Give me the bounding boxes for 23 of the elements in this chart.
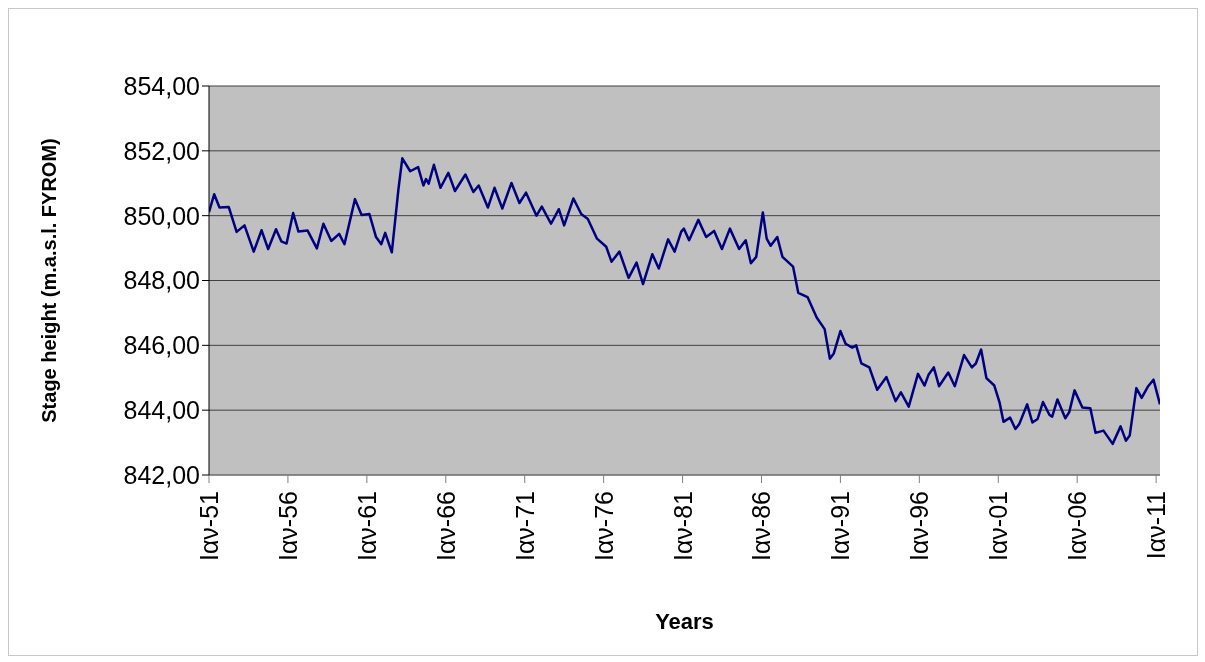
x-tick-label: Ιαν-56 bbox=[273, 491, 302, 562]
x-tick-label: Ιαν-91 bbox=[826, 491, 855, 562]
y-axis-title: Stage height (m.a.s.l. FYROM) bbox=[38, 138, 61, 423]
x-tick-label: Ιαν-61 bbox=[352, 491, 381, 562]
y-tick-label: 850,00 bbox=[123, 201, 200, 230]
x-tick-label: Ιαν-86 bbox=[747, 491, 776, 562]
y-tick-label: 852,00 bbox=[123, 136, 200, 165]
x-tick-label: Ιαν-66 bbox=[431, 491, 460, 562]
x-tick-label: Ιαν-76 bbox=[589, 491, 618, 562]
x-tick-label: Ιαν-96 bbox=[905, 491, 934, 562]
x-tick-label: Ιαν-11 bbox=[1142, 491, 1171, 560]
x-tick-label: Ιαν-71 bbox=[510, 491, 539, 562]
x-tick-label: Ιαν-81 bbox=[668, 491, 697, 562]
line-series bbox=[209, 157, 1160, 446]
x-tick-label: Ιαν-51 bbox=[195, 491, 223, 562]
y-tick-label: 854,00 bbox=[123, 71, 200, 100]
y-tick-label: 848,00 bbox=[123, 266, 200, 295]
x-axis-title: Years bbox=[655, 609, 714, 634]
y-tick-label: 844,00 bbox=[123, 396, 200, 425]
y-tick-label: 846,00 bbox=[123, 331, 200, 360]
x-tick-label: Ιαν-01 bbox=[984, 491, 1013, 562]
x-tick-label: Ιαν-06 bbox=[1063, 491, 1092, 562]
y-tick-label: 842,00 bbox=[123, 460, 200, 489]
